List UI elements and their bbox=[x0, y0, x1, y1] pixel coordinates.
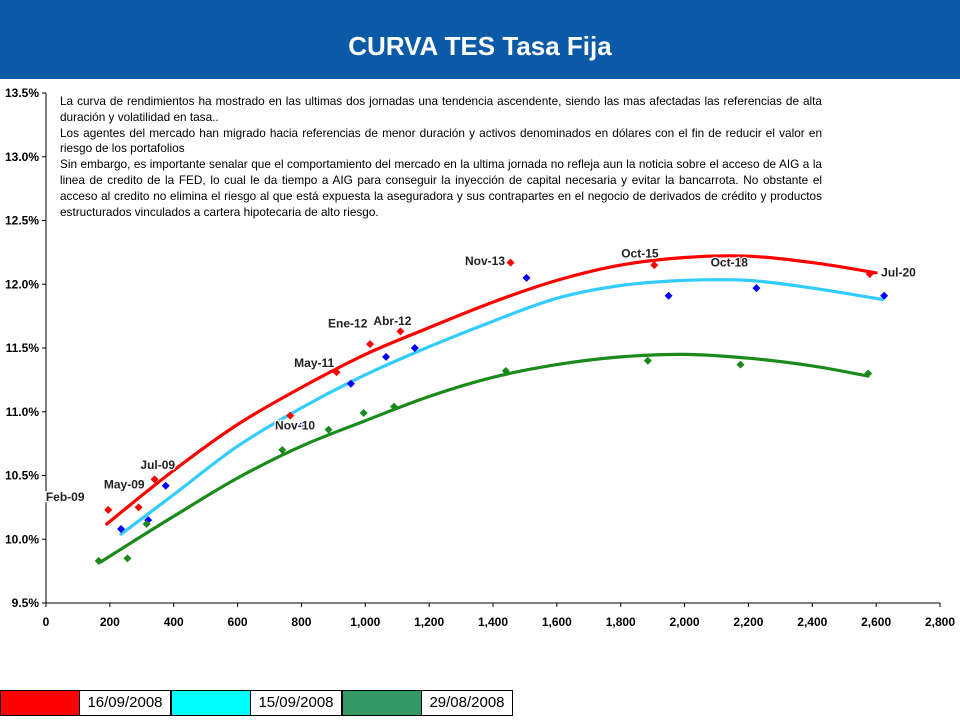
data-point bbox=[390, 402, 399, 411]
x-tick-label: 1,400 bbox=[478, 615, 508, 629]
fitted-curves bbox=[98, 254, 885, 564]
commentary-paragraph: La curva de rendimientos ha mostrado en … bbox=[60, 94, 822, 124]
maturity-label: Feb-09 bbox=[46, 490, 85, 504]
y-tick-label: 12.5% bbox=[5, 214, 39, 228]
maturity-labels: Feb-09 May-09 Jul-09 Nov-10 May-11 Ene-12 Abr-… bbox=[45, 245, 918, 505]
data-points bbox=[94, 254, 889, 565]
commentary-paragraph: Sin embargo, es importante senalar que e… bbox=[60, 157, 822, 219]
legend-swatch bbox=[342, 690, 422, 716]
maturity-label: Nov-13 bbox=[465, 254, 505, 268]
data-point bbox=[643, 356, 652, 365]
x-tick-label: 2,200 bbox=[733, 615, 763, 629]
legend-item: 16/09/2008 bbox=[0, 690, 171, 716]
legend-item: 15/09/2008 bbox=[171, 690, 342, 716]
y-tick-label: 11.0% bbox=[6, 405, 40, 419]
title-bar: CURVA TES Tasa Fija bbox=[0, 0, 960, 79]
y-tick-label: 13.0% bbox=[5, 150, 39, 164]
y-tick-label: 13.5% bbox=[5, 86, 39, 100]
data-point bbox=[752, 284, 761, 293]
maturity-label: Oct-18 bbox=[711, 255, 749, 269]
maturity-label: Ene-12 bbox=[328, 317, 368, 331]
maturity-label: Nov-10 bbox=[275, 419, 315, 433]
data-point bbox=[650, 261, 659, 270]
data-point bbox=[286, 411, 295, 420]
commentary-paragraph: Los agentes del mercado han migrado haci… bbox=[60, 125, 822, 156]
x-tick-label: 2,000 bbox=[670, 615, 700, 629]
y-tick-label: 11.5% bbox=[6, 341, 40, 355]
y-tick-label: 10.0% bbox=[5, 532, 39, 546]
yield-curve-chart: 9.5% 10.0% 10.5% 11.0% 11.5% 12.0% 12.5% 13.0% 1… bbox=[5, 86, 955, 629]
legend-swatch bbox=[0, 690, 80, 716]
x-tick-label: 400 bbox=[164, 615, 184, 629]
series-line-1 bbox=[119, 278, 885, 536]
y-tick-label: 9.5% bbox=[12, 596, 40, 610]
data-point bbox=[359, 409, 368, 418]
data-point bbox=[736, 360, 745, 369]
data-point bbox=[161, 481, 170, 490]
data-point bbox=[880, 291, 889, 300]
data-point bbox=[736, 254, 745, 263]
data-point bbox=[506, 258, 515, 267]
data-point bbox=[150, 475, 159, 484]
page-title: CURVA TES Tasa Fija bbox=[348, 31, 612, 61]
legend-swatch bbox=[171, 690, 251, 716]
data-point bbox=[346, 379, 355, 388]
data-point bbox=[410, 344, 419, 352]
x-tick-label: 1,200 bbox=[414, 615, 444, 629]
x-tick-label: 1,800 bbox=[606, 615, 636, 629]
chart-axes: 9.5% 10.0% 10.5% 11.0% 11.5% 12.0% 12.5% 13.0% 1… bbox=[5, 86, 955, 629]
data-point bbox=[278, 446, 287, 454]
legend-label: 29/08/2008 bbox=[422, 690, 513, 716]
data-point bbox=[396, 327, 405, 336]
x-tick-label: 0 bbox=[43, 615, 50, 629]
x-tick-label: 1,600 bbox=[542, 615, 572, 629]
x-tick-label: 2,600 bbox=[861, 615, 891, 629]
data-point bbox=[864, 369, 873, 378]
data-point bbox=[865, 270, 874, 279]
data-point bbox=[501, 366, 510, 375]
legend: 16/09/2008 15/09/2008 29/08/2008 bbox=[0, 690, 513, 716]
maturity-label: May-09 bbox=[104, 477, 145, 491]
data-point bbox=[142, 519, 151, 528]
data-point bbox=[664, 291, 673, 300]
data-point bbox=[117, 525, 126, 534]
data-point bbox=[94, 556, 103, 565]
x-tick-label: 1,000 bbox=[350, 615, 380, 629]
data-point bbox=[123, 554, 132, 563]
x-tick-label: 600 bbox=[228, 615, 248, 629]
series-line-0 bbox=[105, 254, 878, 526]
x-tick-label: 200 bbox=[100, 615, 120, 629]
x-tick-label: 2,400 bbox=[797, 615, 827, 629]
data-point bbox=[104, 505, 113, 514]
x-tick-label: 2,800 bbox=[925, 615, 955, 629]
data-point bbox=[332, 368, 341, 377]
data-point bbox=[134, 503, 143, 512]
y-tick-label: 12.0% bbox=[5, 277, 39, 291]
maturity-label: Jul-09 bbox=[140, 458, 175, 472]
x-tick-label: 800 bbox=[291, 615, 311, 629]
data-point bbox=[366, 340, 375, 349]
data-point bbox=[299, 420, 308, 429]
maturity-label: Abr-12 bbox=[373, 314, 411, 328]
commentary-text: La curva de rendimientos ha mostrado en … bbox=[60, 94, 822, 220]
data-point bbox=[522, 273, 531, 282]
y-tick-label: 10.5% bbox=[5, 469, 39, 483]
maturity-label: Jul-20 bbox=[881, 266, 916, 280]
legend-label: 16/09/2008 bbox=[80, 690, 171, 716]
maturity-label: May-11 bbox=[294, 356, 334, 370]
series-line-2 bbox=[98, 352, 870, 564]
data-point bbox=[324, 425, 333, 434]
data-point bbox=[382, 352, 391, 361]
legend-item: 29/08/2008 bbox=[342, 690, 513, 716]
maturity-label: Oct-15 bbox=[621, 246, 659, 260]
legend-label: 15/09/2008 bbox=[251, 690, 342, 716]
